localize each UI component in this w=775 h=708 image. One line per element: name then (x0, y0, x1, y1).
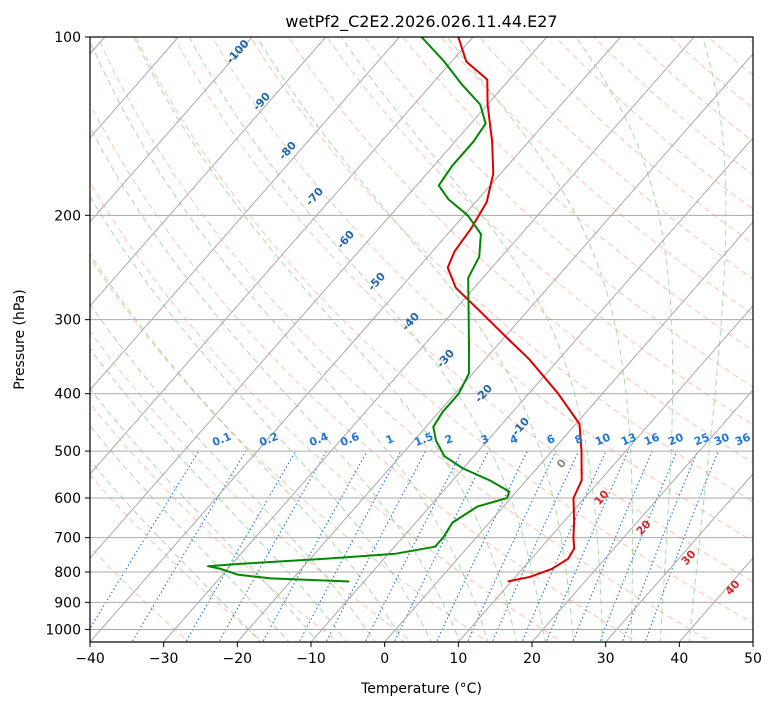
dry-adiabat (440, 37, 753, 316)
sounding-profiles (207, 37, 583, 583)
mixing-ratio-line (185, 450, 297, 642)
isotherm-line (384, 221, 753, 642)
mixing-ratio-label: 16 (642, 431, 661, 449)
mixing-ratio-label: 30 (712, 431, 731, 449)
mixing-ratio-line (621, 450, 699, 642)
x-tick-label: −30 (149, 651, 179, 667)
mixing-ratio-line (466, 450, 557, 642)
temperature-profile (446, 37, 583, 583)
dry-adiabat (90, 402, 340, 642)
mixing-ratio-lines (90, 450, 719, 642)
mixing-ratio-line (545, 450, 629, 642)
y-tick-label: 900 (54, 595, 81, 611)
mixing-ratio-label: 2 (443, 432, 455, 447)
plot-area: -100-90-80-70-60-50-40-30-20-10010203040… (90, 37, 753, 642)
x-tick-label: −10 (296, 651, 326, 667)
y-tick-label: 600 (54, 491, 81, 507)
dry-adiabat (249, 37, 753, 503)
moist-adiabat (90, 459, 261, 642)
isotherm-line (236, 53, 753, 642)
mixing-ratio-label: 10 (593, 431, 612, 449)
y-tick-label: 400 (54, 387, 81, 403)
isotherm-line (90, 37, 400, 391)
isotherm-line (531, 389, 753, 642)
isotherm-line (90, 37, 253, 223)
y-axis-title: Pressure (hPa) (12, 289, 28, 389)
x-tick-label: 20 (523, 651, 541, 667)
mixing-ratio-line (435, 450, 528, 642)
y-tick-label: 700 (54, 531, 81, 547)
x-tick-label: 30 (597, 651, 615, 667)
x-tick-label: 50 (744, 651, 762, 667)
mixing-ratio-label: 36 (733, 431, 752, 449)
dewpoint-profile (207, 37, 511, 583)
chart-title: wetPf2_C2E2.2026.026.11.44.E27 (285, 12, 557, 32)
dry-adiabat (90, 102, 638, 642)
dry-adiabat (90, 181, 564, 642)
moist-adiabat (90, 195, 432, 642)
isotherm-line (90, 37, 474, 475)
mixing-ratio-label: 25 (692, 431, 711, 449)
isotherm-line (310, 137, 753, 642)
mixing-ratio-line (90, 450, 200, 630)
isotherm-line (90, 37, 548, 559)
y-axis: 100 200 300 400 500 600 700 800 900 1000 (45, 30, 90, 638)
moist-adiabat (90, 425, 290, 642)
y-tick-label: 1000 (45, 622, 81, 638)
pressure-gridlines (90, 37, 753, 630)
mixing-ratio-line (325, 450, 427, 642)
y-tick-label: 800 (54, 565, 81, 581)
x-tick-label: 40 (670, 651, 688, 667)
y-tick-label: 100 (54, 30, 81, 46)
mixing-ratio-line (644, 450, 719, 642)
x-axis: −40 −30 −20 −10 0 10 20 30 40 50 (75, 642, 762, 667)
mixing-ratio-label: 1 (384, 432, 396, 447)
y-tick-label: 300 (54, 313, 81, 329)
mixing-ratio-line (298, 450, 402, 642)
x-tick-label: −20 (223, 651, 253, 667)
isotherm-line (90, 37, 621, 642)
x-tick-label: −40 (75, 651, 105, 667)
mixing-ratio-line (364, 450, 463, 642)
mixing-ratio-label: 8 (573, 432, 585, 447)
isotherms (90, 37, 753, 642)
x-axis-title: Temperature (°C) (360, 681, 482, 697)
isotherm-line (163, 37, 695, 642)
y-tick-label: 200 (54, 208, 81, 224)
mixing-ratio-line (572, 450, 653, 642)
dry-adiabat (402, 37, 753, 352)
isotherm-line (90, 37, 327, 307)
mixing-ratio-label: 13 (619, 431, 638, 449)
x-tick-label: 0 (380, 651, 389, 667)
isotherm-line (605, 473, 753, 642)
dry-adiabat (173, 37, 753, 583)
x-tick-label: 10 (449, 651, 467, 667)
plot-frame (89, 36, 754, 643)
y-tick-label: 500 (54, 444, 81, 460)
isotherm-line (457, 305, 753, 642)
mixing-ratio-line (599, 450, 678, 642)
dry-adiabat (364, 37, 753, 389)
mixing-ratio-label: 3 (479, 432, 491, 447)
mixing-ratio-label: 20 (666, 431, 685, 449)
